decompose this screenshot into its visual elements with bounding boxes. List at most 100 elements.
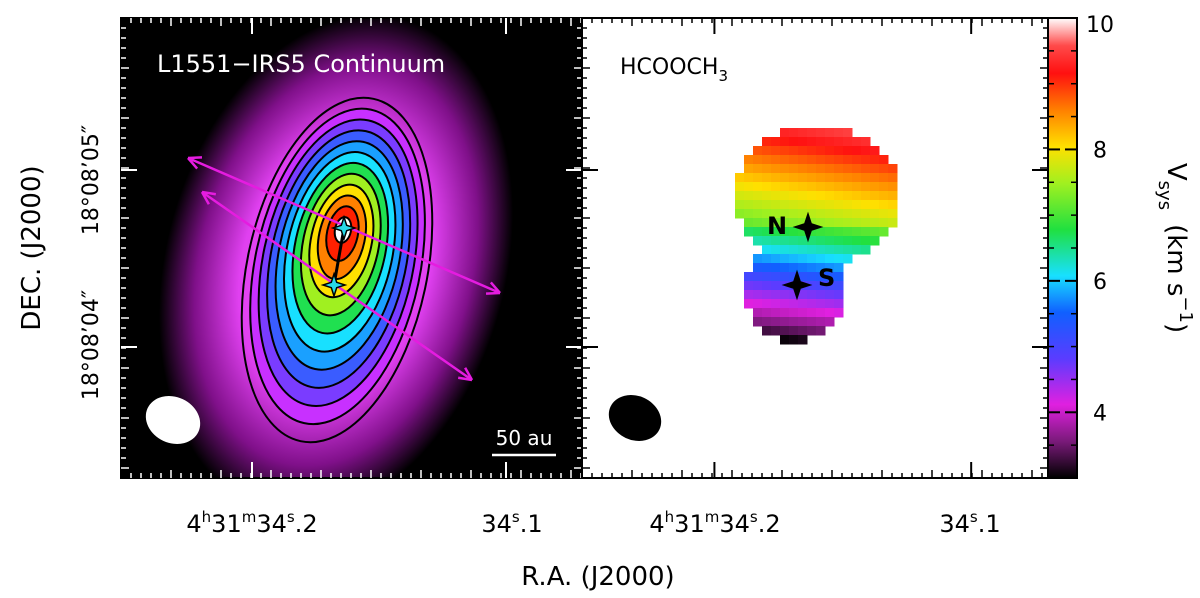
velocity-pixel (816, 254, 826, 264)
velocity-pixel (771, 308, 781, 318)
velocity-pixel (744, 209, 754, 219)
velocity-pixel (825, 137, 835, 147)
velocity-pixel (789, 164, 799, 174)
velocity-pixel (762, 146, 772, 156)
velocity-pixel (807, 218, 817, 228)
velocity-pixel (780, 218, 790, 228)
source-n-marker (792, 211, 824, 243)
velocity-pixel (852, 164, 862, 174)
velocity-pixel (789, 218, 799, 228)
outflow-arrow-head (457, 367, 474, 382)
velocity-pixel (843, 227, 853, 237)
velocity-pixel (735, 191, 745, 201)
velocity-pixel (762, 281, 772, 291)
velocity-pixel (843, 191, 853, 201)
velocity-pixel (753, 227, 763, 237)
velocity-pixel (816, 308, 826, 318)
velocity-pixel (879, 200, 889, 210)
velocity-pixel (780, 191, 790, 201)
x-tick-label: 4h31m34s.2 (649, 508, 780, 538)
velocity-pixel (825, 209, 835, 219)
velocity-pixel (780, 182, 790, 192)
velocity-pixel (861, 137, 871, 147)
source-s-marker (320, 271, 348, 299)
velocity-pixel (789, 317, 799, 327)
velocity-pixel (780, 137, 790, 147)
velocity-pixel (861, 182, 871, 192)
velocity-pixel (816, 245, 826, 255)
velocity-pixel (879, 164, 889, 174)
velocity-pixel (798, 227, 808, 237)
velocity-pixel (834, 227, 844, 237)
continuum-title: L1551−IRS5 Continuum (157, 50, 445, 78)
velocity-pixel (825, 272, 835, 282)
velocity-pixel (753, 317, 763, 327)
velocity-pixel (789, 209, 799, 219)
velocity-pixel (771, 164, 781, 174)
velocity-pixel (834, 236, 844, 246)
velocity-pixel (807, 317, 817, 327)
x-tick-labels: 4h31m34s.2 34s.1 4h31m34s.2 34s.1 (186, 508, 1000, 538)
velocity-pixel (852, 236, 862, 246)
velocity-pixel (780, 245, 790, 255)
velocity-pixel (753, 218, 763, 228)
velocity-pixel (807, 281, 817, 291)
velocity-pixel (816, 227, 826, 237)
velocity-pixel (798, 173, 808, 183)
velocity-pixel (834, 182, 844, 192)
velocity-pixel (825, 128, 835, 138)
velocity-pixel (780, 254, 790, 264)
velocity-pixel (888, 164, 898, 174)
velocity-pixel (762, 137, 772, 147)
velocity-pixel (888, 182, 898, 192)
velocity-pixel (744, 155, 754, 165)
velocity-pixel (807, 254, 817, 264)
velocity-pixel (807, 146, 817, 156)
velocity-pixel (843, 146, 853, 156)
velocity-pixel (780, 299, 790, 309)
velocity-pixel (762, 236, 772, 246)
velocity-pixel (825, 254, 835, 264)
velocity-pixel (762, 182, 772, 192)
velocity-pixel (888, 191, 898, 201)
velocity-pixel (807, 137, 817, 147)
velocity-pixel (870, 218, 880, 228)
source-markers (320, 214, 358, 299)
velocity-pixel (834, 254, 844, 264)
velocity-pixel (780, 173, 790, 183)
velocity-pixel (771, 173, 781, 183)
velocity-pixel (798, 146, 808, 156)
velocity-pixel (861, 218, 871, 228)
velocity-pixel (771, 182, 781, 192)
velocity-pixel (789, 173, 799, 183)
velocity-pixel (816, 281, 826, 291)
velocity-pixel (735, 182, 745, 192)
velocity-pixel (834, 299, 844, 309)
velocity-pixel (798, 200, 808, 210)
velocity-pixel (771, 272, 781, 282)
velocity-pixel (825, 290, 835, 300)
velocity-pixel (771, 209, 781, 219)
velocity-pixel (861, 173, 871, 183)
velocity-pixel (762, 155, 772, 165)
velocity-pixel (744, 227, 754, 237)
velocity-pixel (762, 245, 772, 255)
outflow-arrow-head (200, 190, 217, 205)
velocity-pixel (753, 299, 763, 309)
velocity-pixel (807, 245, 817, 255)
velocity-pixel (771, 281, 781, 291)
velocity-pixel (798, 326, 808, 336)
velocity-pixel (834, 200, 844, 210)
velocity-pixel (771, 200, 781, 210)
velocity-pixel (780, 155, 790, 165)
velocity-pixel (789, 155, 799, 165)
velocity-pixel (744, 281, 754, 291)
velocity-pixel (771, 299, 781, 309)
velocity-pixel (879, 191, 889, 201)
velocity-pixel (798, 335, 808, 345)
velocity-pixel (753, 263, 763, 273)
velocity-pixel (825, 299, 835, 309)
velocity-pixel (762, 173, 772, 183)
velocity-pixel (879, 182, 889, 192)
velocity-pixel (843, 173, 853, 183)
